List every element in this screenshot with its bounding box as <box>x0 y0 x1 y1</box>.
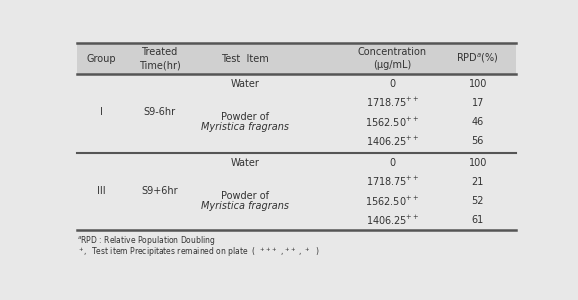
Text: 21: 21 <box>472 177 484 187</box>
Text: 1562.50$^{++}$: 1562.50$^{++}$ <box>365 116 420 129</box>
Text: Water: Water <box>230 158 259 168</box>
Text: III: III <box>97 187 106 196</box>
Text: Concentration
(μg/mL): Concentration (μg/mL) <box>358 47 427 70</box>
Text: Powder of: Powder of <box>221 112 269 122</box>
Text: 1718.75$^{++}$: 1718.75$^{++}$ <box>366 96 419 110</box>
Text: Test  Item: Test Item <box>221 53 269 64</box>
Text: Group: Group <box>87 53 116 64</box>
Text: 61: 61 <box>472 215 484 225</box>
Text: 1718.75$^{++}$: 1718.75$^{++}$ <box>366 175 419 188</box>
Text: 46: 46 <box>472 117 484 127</box>
Text: $^a$RPD : Relative Population Doubling: $^a$RPD : Relative Population Doubling <box>77 234 215 247</box>
Bar <box>77 43 516 74</box>
Text: 0: 0 <box>390 158 395 168</box>
Text: 100: 100 <box>468 158 487 168</box>
Text: 52: 52 <box>472 196 484 206</box>
Text: RPD$^a$(%): RPD$^a$(%) <box>456 52 499 65</box>
Bar <box>77 43 516 230</box>
Text: 0: 0 <box>390 79 395 89</box>
Text: 100: 100 <box>468 79 487 89</box>
Text: 17: 17 <box>472 98 484 108</box>
Text: S9+6hr: S9+6hr <box>141 187 178 196</box>
Text: Myristica fragrans: Myristica fragrans <box>201 122 288 132</box>
Text: Water: Water <box>230 79 259 89</box>
Text: 1406.25$^{++}$: 1406.25$^{++}$ <box>366 214 420 227</box>
Text: 56: 56 <box>472 136 484 146</box>
Text: 1406.25$^{++}$: 1406.25$^{++}$ <box>366 135 420 148</box>
Text: Treated
Time(hr): Treated Time(hr) <box>139 47 180 70</box>
Text: Powder of: Powder of <box>221 191 269 201</box>
Text: Myristica fragrans: Myristica fragrans <box>201 201 288 211</box>
Text: I: I <box>100 107 103 118</box>
Text: 1562.50$^{++}$: 1562.50$^{++}$ <box>365 194 420 208</box>
Text: S9-6hr: S9-6hr <box>143 107 176 118</box>
Text: $^+$,  Test item Precipitates remained on plate  (  $^{+++}$ , $^{++}$ , $^+$  ): $^+$, Test item Precipitates remained on… <box>77 245 319 259</box>
